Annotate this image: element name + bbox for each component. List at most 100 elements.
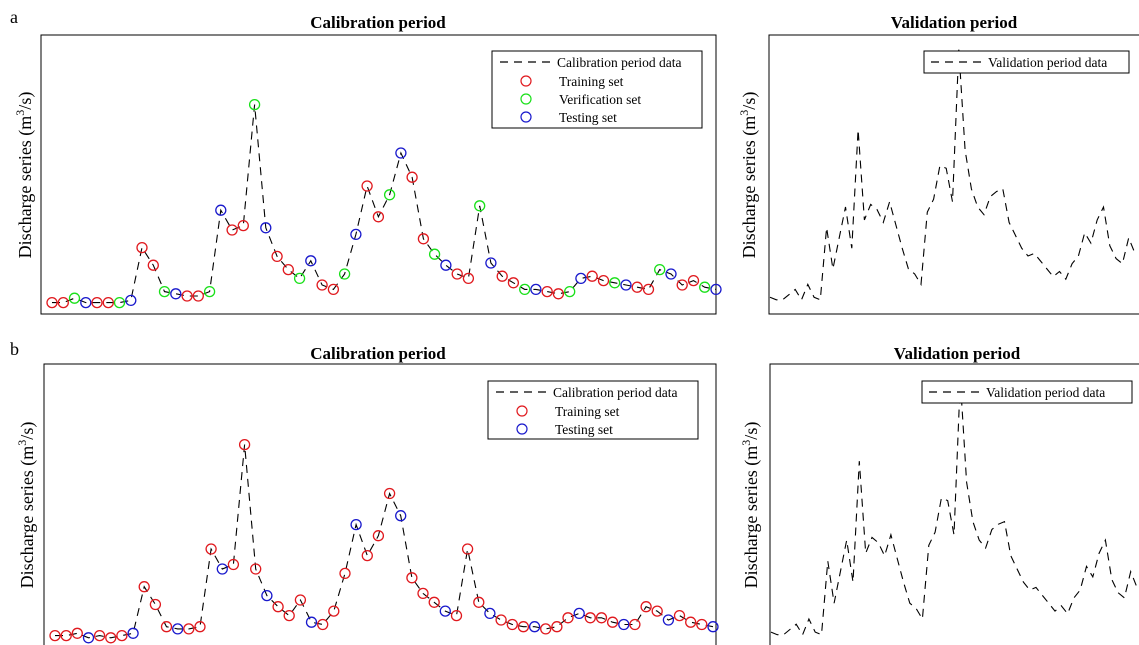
training-point xyxy=(696,618,708,631)
verification-point xyxy=(699,281,711,293)
training-point xyxy=(417,233,430,245)
testing-point xyxy=(530,283,542,296)
chart-b1-legend: Calibration period data Training set Tes… xyxy=(487,380,699,440)
training-point xyxy=(361,549,373,562)
verification-point xyxy=(474,200,486,212)
verification-point xyxy=(248,98,261,111)
panel-label-a: a xyxy=(10,7,18,27)
testing-point xyxy=(125,294,137,307)
chart-a1-plot xyxy=(46,98,722,309)
training-point xyxy=(541,285,553,298)
training-point xyxy=(562,612,574,624)
chart-b2-frame xyxy=(769,363,1139,645)
legend-val-line: Validation period data xyxy=(986,385,1105,400)
training-point xyxy=(552,288,565,300)
training-point xyxy=(496,270,508,282)
testing-point xyxy=(618,618,630,631)
training-point xyxy=(495,614,507,626)
training-point xyxy=(676,279,688,291)
training-point xyxy=(136,241,148,254)
training-point xyxy=(586,270,598,282)
legend-verification-marker xyxy=(520,93,532,105)
verification-point xyxy=(519,283,531,296)
training-point xyxy=(584,612,596,624)
training-point xyxy=(282,263,294,276)
training-point xyxy=(138,581,150,593)
verification-point xyxy=(338,268,351,280)
training-point xyxy=(46,296,58,309)
training-point xyxy=(597,274,610,287)
testing-point xyxy=(170,288,182,300)
verification-point xyxy=(564,285,576,298)
legend-testing-marker xyxy=(516,423,528,435)
verification-point xyxy=(113,296,126,309)
training-point xyxy=(205,543,217,555)
training-point xyxy=(105,632,117,644)
training-point xyxy=(227,558,240,571)
training-point xyxy=(327,283,340,296)
training-point xyxy=(651,605,663,617)
legend-training: Training set xyxy=(559,74,624,89)
training-point xyxy=(685,616,697,628)
testing-point xyxy=(662,614,675,626)
verification-point xyxy=(293,272,306,285)
testing-point xyxy=(528,621,541,633)
verification-point xyxy=(654,263,666,276)
testing-point xyxy=(573,607,585,620)
training-point xyxy=(451,268,463,280)
training-point xyxy=(339,567,351,580)
training-point xyxy=(507,277,520,289)
training-point xyxy=(237,219,249,232)
testing-point xyxy=(216,563,228,575)
training-point xyxy=(49,629,61,642)
training-point xyxy=(93,629,106,642)
training-point xyxy=(316,279,328,291)
legend-training-marker xyxy=(516,405,528,417)
training-point xyxy=(417,587,429,600)
chart-a2-plot xyxy=(769,49,1136,302)
testing-point xyxy=(707,621,719,633)
testing-point xyxy=(440,259,452,271)
verification-point xyxy=(68,292,81,304)
training-point xyxy=(250,563,262,575)
testing-point xyxy=(350,228,362,241)
training-point xyxy=(183,623,195,635)
testing-point xyxy=(305,255,317,267)
validation-data-line xyxy=(770,379,1138,636)
training-point xyxy=(102,296,114,309)
training-point xyxy=(540,623,552,635)
training-point xyxy=(149,598,162,611)
training-point xyxy=(116,629,128,642)
legend-testing: Testing set xyxy=(555,422,613,437)
testing-point xyxy=(82,632,95,644)
training-point xyxy=(631,281,643,293)
chart-b2-plot xyxy=(770,379,1138,636)
chart-a2-frame xyxy=(768,34,1139,315)
testing-point xyxy=(260,222,272,234)
training-point xyxy=(192,290,204,302)
training-point xyxy=(383,487,396,500)
legend-verification: Verification set xyxy=(559,92,641,107)
legend-cal-line: Calibration period data xyxy=(553,385,677,400)
training-point xyxy=(361,180,373,192)
training-point xyxy=(181,290,193,302)
testing-point xyxy=(80,296,92,309)
testing-point xyxy=(215,204,227,216)
training-point xyxy=(642,283,655,296)
training-point xyxy=(687,274,700,287)
legend-testing-marker xyxy=(520,111,532,123)
testing-point xyxy=(620,279,632,291)
calibration-data-line xyxy=(52,104,717,304)
training-point xyxy=(60,629,72,642)
training-point xyxy=(271,250,283,263)
chart-a2-title: Validation period xyxy=(891,13,1018,32)
legend-val-line: Validation period data xyxy=(988,55,1107,70)
chart-b1-title: Calibration period xyxy=(310,344,446,363)
chart-b1-frame xyxy=(43,363,717,645)
testing-point xyxy=(710,283,722,296)
testing-point xyxy=(395,147,407,159)
training-point xyxy=(372,530,385,542)
training-point xyxy=(283,609,295,622)
panel-label-b: b xyxy=(10,339,19,359)
training-point xyxy=(406,171,418,183)
